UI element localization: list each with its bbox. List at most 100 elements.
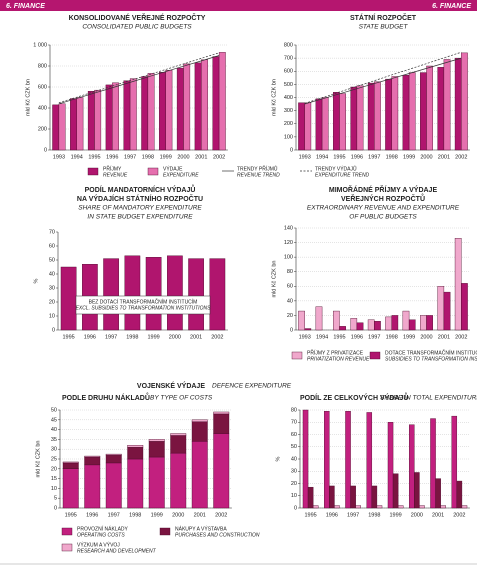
bar xyxy=(334,505,340,509)
legend-label: VÝDAJE xyxy=(163,165,183,172)
y-tick-label: 40 xyxy=(287,298,293,304)
x-tick-label: 1997 xyxy=(105,334,117,340)
bar xyxy=(298,310,305,331)
x-tick-label: 1995 xyxy=(65,512,77,518)
x-tick-label: 1999 xyxy=(160,154,172,160)
bar xyxy=(426,65,433,151)
x-tick-label: 1994 xyxy=(71,154,83,160)
y-tick-label: 800 xyxy=(38,63,47,69)
bar xyxy=(435,478,441,509)
bar xyxy=(430,418,436,509)
bar xyxy=(461,52,468,151)
y-tick-label: 0 xyxy=(52,327,55,333)
bar xyxy=(201,59,208,151)
chart-subtitle: SHARE OF MANDATORY EXPENDITURE xyxy=(78,205,202,212)
y-tick-label: 300 xyxy=(284,108,293,114)
x-tick-label: 1995 xyxy=(305,512,317,518)
bar xyxy=(355,505,361,509)
bar xyxy=(213,413,230,434)
bar xyxy=(461,283,468,331)
bar xyxy=(76,97,84,151)
bar xyxy=(302,409,309,509)
bar xyxy=(437,67,445,151)
x-tick-label: 1996 xyxy=(86,512,98,518)
legend-label: DOTACE TRANSFORMAČNÍM INSTITUCÍM xyxy=(385,349,477,356)
x-tick-label: 1999 xyxy=(403,154,415,160)
bar xyxy=(62,462,79,470)
y-tick-label: 45 xyxy=(51,417,57,423)
chart-subtitle: IN STATE BUDGET EXPENDITURE xyxy=(87,214,193,221)
chart-title: PODÍL ZE CELKOVÝCH VÝDAJŮ xyxy=(300,392,408,402)
bar xyxy=(213,411,230,415)
bar xyxy=(402,310,410,331)
bar xyxy=(350,485,356,509)
x-tick-label: 1997 xyxy=(108,512,120,518)
section-title: VOJENSKÉ VÝDAJE xyxy=(137,381,205,390)
y-tick-label: 0 xyxy=(54,505,57,511)
x-tick-label: 2000 xyxy=(172,512,184,518)
y-tick-label: 100 xyxy=(284,134,293,140)
y-tick-label: 400 xyxy=(284,95,293,101)
x-tick-label: 1999 xyxy=(151,512,163,518)
x-tick-label: 1998 xyxy=(142,154,154,160)
x-tick-label: 1998 xyxy=(129,512,141,518)
x-tick-label: 2002 xyxy=(211,334,223,340)
y-tick-label: 500 xyxy=(284,82,293,88)
bar xyxy=(420,315,427,331)
trend-line xyxy=(304,57,462,105)
bar xyxy=(350,86,358,151)
bar xyxy=(170,452,187,509)
x-tick-label: 1993 xyxy=(299,154,311,160)
y-axis-label: % xyxy=(275,456,281,461)
y-axis-label: mld Kč CZK bn xyxy=(271,79,277,116)
bar xyxy=(333,310,340,331)
y-tick-label: 15 xyxy=(51,476,57,482)
y-tick-label: 20 xyxy=(291,481,297,487)
y-tick-label: 40 xyxy=(291,456,297,462)
y-tick-label: 80 xyxy=(287,269,293,275)
bar xyxy=(213,433,230,509)
legend-label: PURCHASES AND CONSTRUCTION xyxy=(175,532,260,538)
x-tick-label: 1993 xyxy=(53,154,65,160)
bar xyxy=(105,84,113,151)
bar xyxy=(350,318,358,331)
bar xyxy=(371,485,378,509)
y-tick-label: 800 xyxy=(284,42,293,48)
bar xyxy=(105,453,122,456)
trend-line xyxy=(58,55,220,105)
bar xyxy=(426,315,433,331)
y-axis-label: mld Kč CZK bn xyxy=(271,261,277,298)
bar xyxy=(148,439,165,442)
x-tick-label: 2000 xyxy=(420,154,432,160)
bar xyxy=(170,433,187,436)
section-subtitle: DEFENCE EXPENDITURE xyxy=(212,383,292,390)
bar xyxy=(397,505,404,509)
bar xyxy=(94,89,102,151)
x-tick-label: 2001 xyxy=(195,154,207,160)
x-tick-label: 2000 xyxy=(169,334,181,340)
bar xyxy=(420,72,427,151)
y-tick-label: 70 xyxy=(291,420,297,426)
header-band xyxy=(0,0,477,11)
bar xyxy=(374,321,381,331)
y-axis-label: mld Kč CZK bn xyxy=(25,79,31,116)
bar xyxy=(440,505,446,509)
bar xyxy=(124,255,141,331)
x-tick-label: 2002 xyxy=(453,512,465,518)
x-tick-label: 1998 xyxy=(126,334,138,340)
bar xyxy=(159,72,166,151)
bar xyxy=(127,458,144,509)
x-tick-label: 1993 xyxy=(299,334,311,340)
bar xyxy=(170,435,187,454)
x-tick-label: 2000 xyxy=(420,334,432,340)
x-tick-label: 1994 xyxy=(316,154,328,160)
bar xyxy=(52,104,60,151)
chart-title: NA VÝDAJÍCH STÁTNÍHO ROZPOČTU xyxy=(77,194,203,203)
bar xyxy=(298,102,305,151)
legend-label: EXPENDITURE TREND xyxy=(315,172,370,178)
bar xyxy=(312,505,319,509)
x-tick-label: 1997 xyxy=(368,154,380,160)
chart-title: VEŘEJNÝCH ROZPOČTŮ xyxy=(341,193,425,203)
y-tick-label: 0 xyxy=(290,327,293,333)
bar xyxy=(454,57,462,151)
